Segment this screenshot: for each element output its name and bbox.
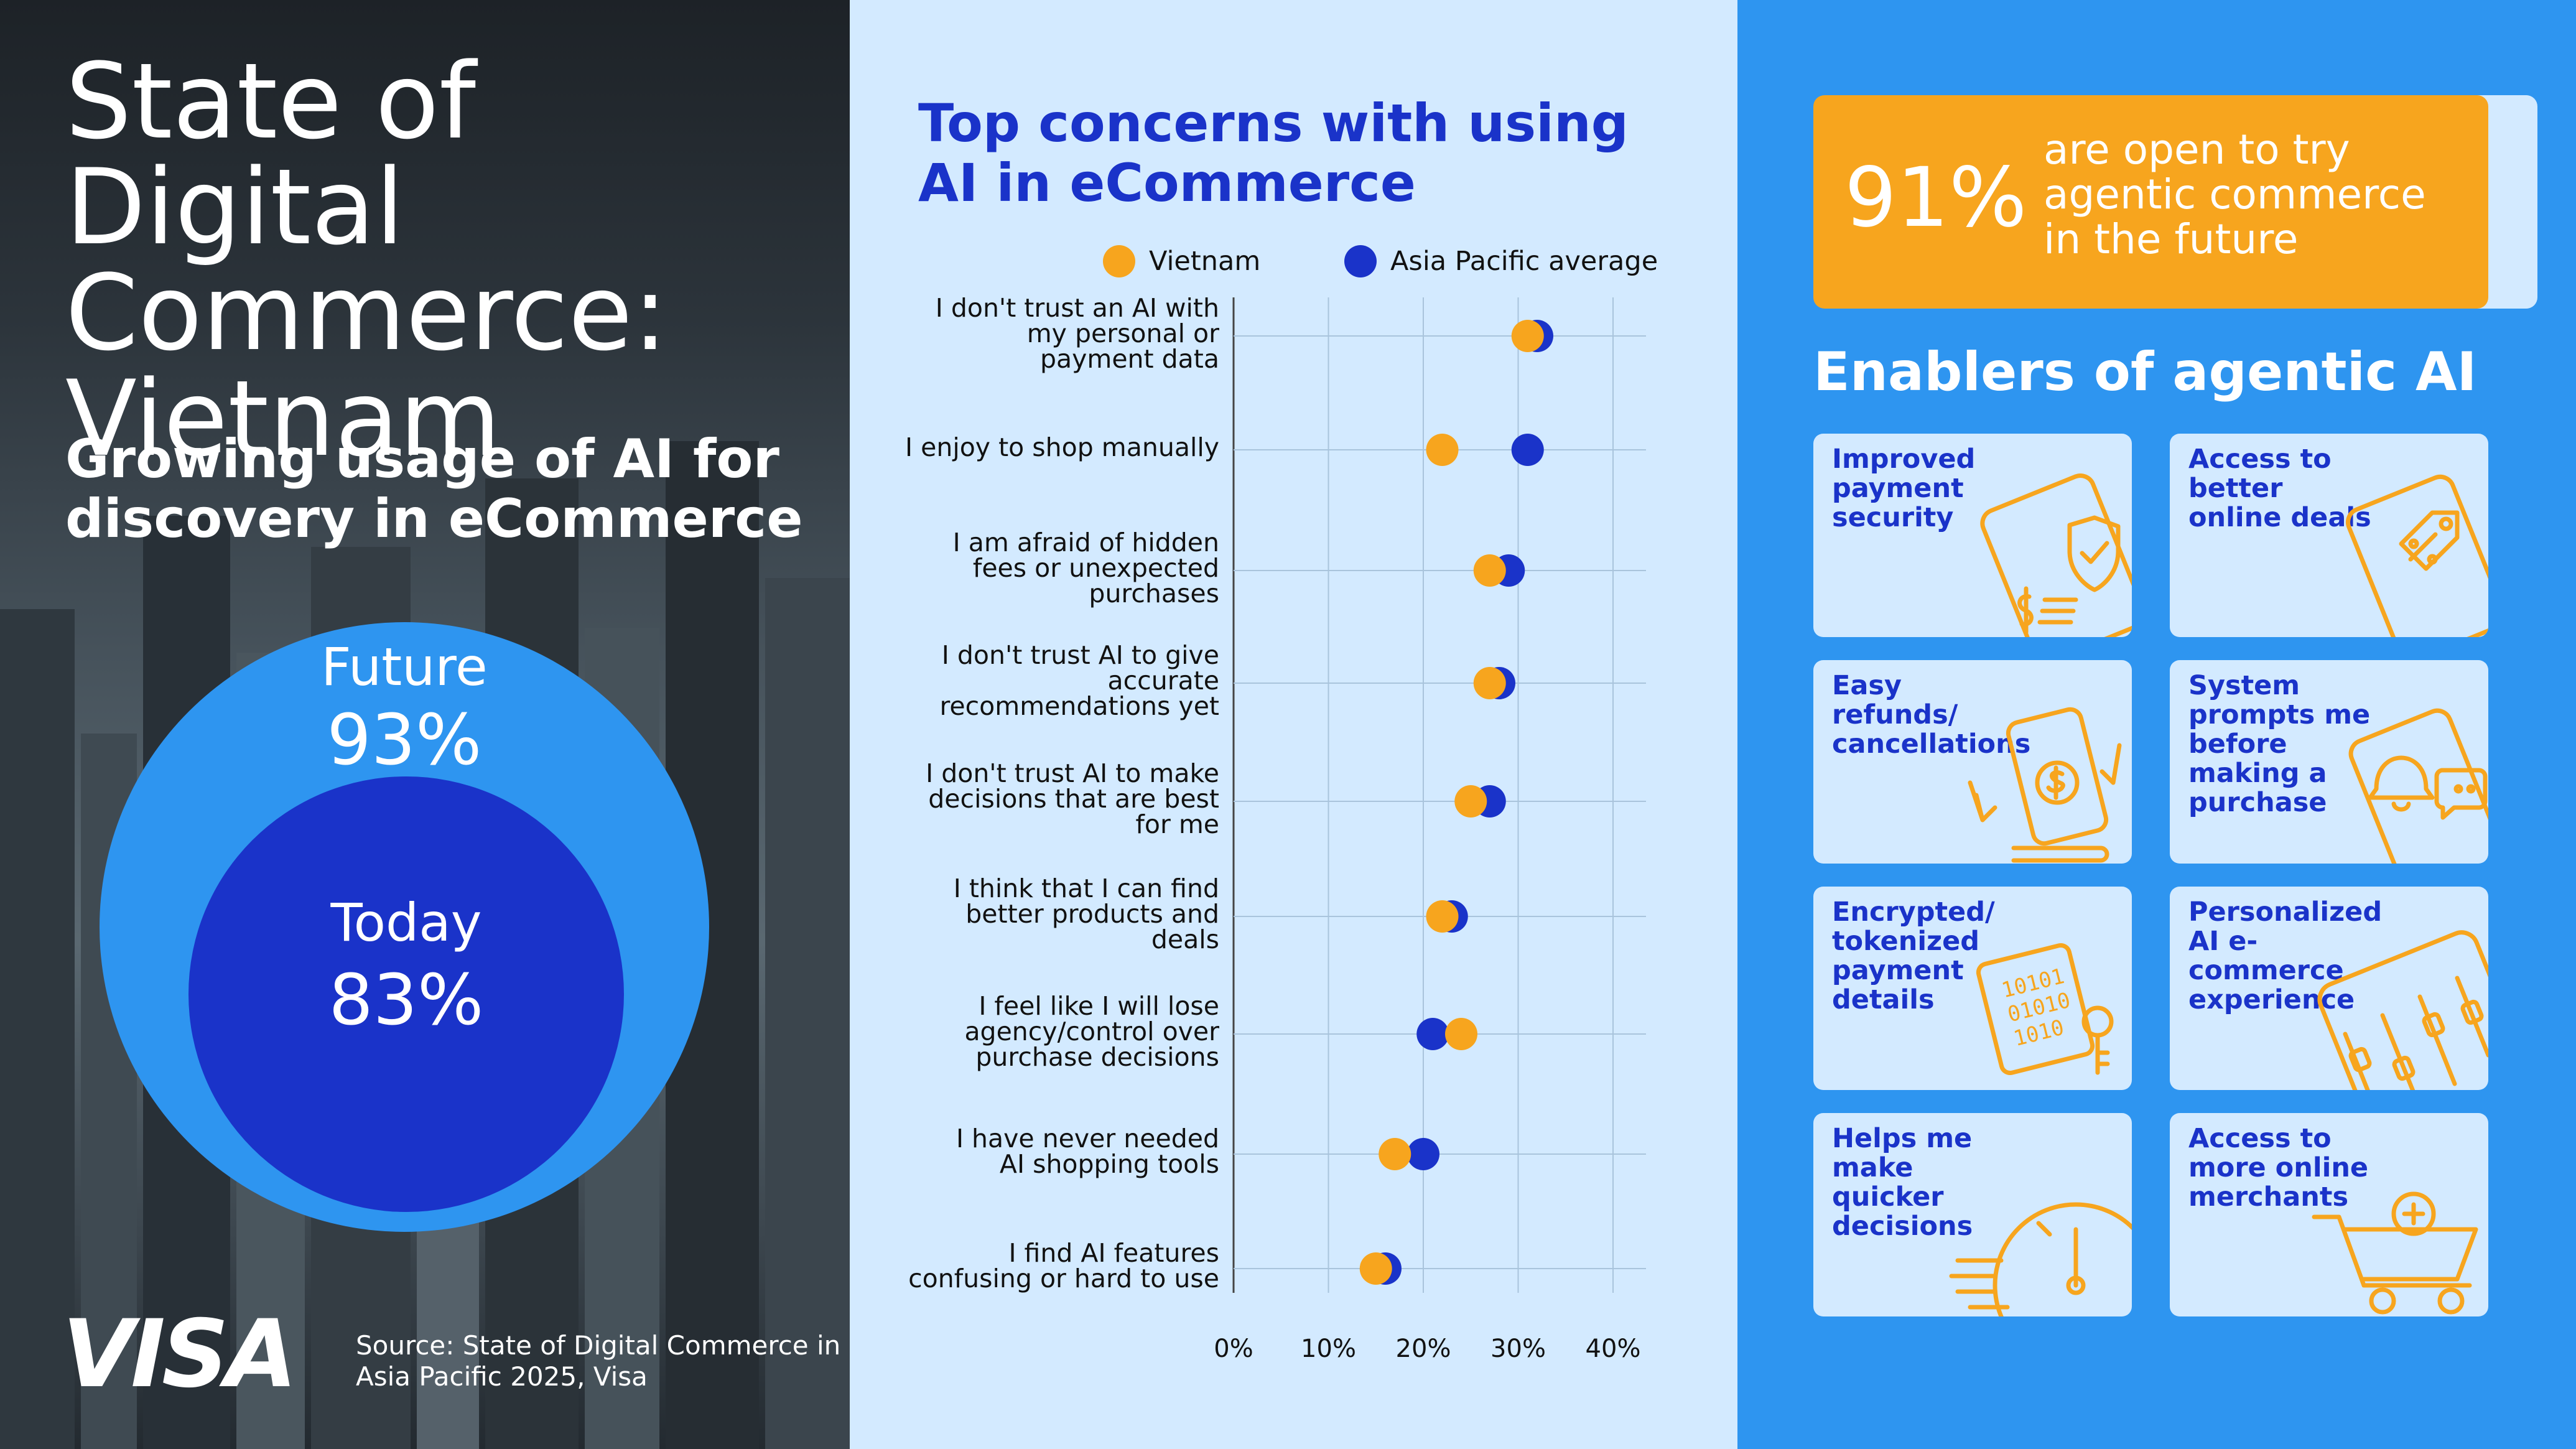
vietnam-dot	[1426, 434, 1459, 466]
category-label-line: better products and	[965, 898, 1219, 929]
category-label: I don't trust AI to make decisions that a…	[850, 758, 1219, 839]
visa-logo: VISA	[62, 1300, 297, 1409]
enabler-card-refunds: Easy refunds/ cancellations	[1813, 660, 2132, 864]
enabler-card-payment-security: Improved payment security	[1813, 434, 2132, 637]
vietnam-dot	[1445, 1018, 1477, 1050]
enabler-card-purchase-prompt: System prompts me before making a purcha…	[2170, 660, 2488, 864]
category-label-line: purchases	[1089, 578, 1219, 608]
category-label: I find AI features confusing or hard to u…	[850, 1241, 1219, 1292]
vietnam-dot	[1426, 900, 1459, 933]
refund-phone-icon	[1968, 707, 2122, 863]
today-value: 83%	[328, 960, 484, 1041]
usage-subtitle: Growing usage of AI for discovery in eCo…	[65, 428, 803, 550]
enabler-label: System prompts me before making a purcha…	[2188, 670, 2371, 818]
vietnam-dot	[1511, 320, 1544, 352]
enabler-card-personalized-ai: Personalized AI e-commerce experience	[2170, 887, 2488, 1090]
sliders-icon	[2317, 930, 2488, 1090]
encrypted-document-icon: 10101 01010 1010	[1976, 943, 2114, 1075]
category-label: I feel like I will lose agency/control ov…	[850, 990, 1219, 1072]
enabler-label: Encrypted/ tokenized payment details	[1832, 897, 1995, 1015]
category-label-line: I don't trust an AI with	[935, 292, 1219, 323]
price-tag-icon	[2345, 474, 2488, 637]
category-label-line: purchase decisions	[975, 1041, 1219, 1072]
enabler-card-encrypted-payment: Encrypted/ tokenized payment details 101…	[1813, 887, 2132, 1090]
asia-pacific-dot	[1416, 1018, 1449, 1050]
category-label: I have never needed AI shopping tools	[850, 1126, 1219, 1177]
legend-asia-pacific: Asia Pacific average	[1344, 243, 1658, 280]
enablers-title: Enablers of agentic AI	[1813, 341, 2477, 403]
page-title: State of Digital Commerce: Vietnam	[65, 40, 668, 480]
category-label-line: recommendations yet	[939, 691, 1219, 721]
source-note: Source: State of Digital Commerce in Asi…	[356, 1330, 841, 1392]
today-circle: Today 83%	[188, 776, 624, 1212]
vietnam-dot	[1473, 667, 1506, 699]
legend-vietnam: Vietnam	[1103, 243, 1260, 280]
category-label-line: I feel like I will lose	[979, 990, 1219, 1021]
category-label-line: decisions that are best	[928, 783, 1219, 814]
today-label: Today	[330, 892, 482, 953]
x-tick-label: 30%	[1490, 1335, 1546, 1363]
enabler-label: Improved payment security	[1832, 444, 1976, 533]
category-label-line: I find AI features	[1008, 1238, 1219, 1268]
enabler-label: Access to more online merchants	[2188, 1123, 2369, 1213]
shield-check-icon	[1980, 473, 2132, 637]
vietnam-dot	[1379, 1138, 1411, 1170]
future-label: Future	[321, 636, 488, 697]
bell-notification-icon	[2348, 708, 2488, 864]
x-tick-label: 0%	[1214, 1335, 1253, 1363]
category-label-line: I don't trust AI to give	[941, 640, 1219, 670]
right-panel: 91% are open to try agentic commerce in …	[1737, 0, 2576, 1449]
enabler-card-more-merchants: Access to more online merchants	[2170, 1113, 2488, 1316]
x-tick-label: 40%	[1585, 1335, 1641, 1363]
category-label-line: I think that I can find	[953, 873, 1219, 903]
chart-panel: Top concerns with using AI in eCommerce …	[850, 0, 1737, 1449]
enabler-card-quicker-decisions: Helps me make quicker decisions	[1813, 1113, 2132, 1316]
legend-asia-pacific-dot	[1344, 245, 1377, 277]
category-label-line: AI shopping tools	[999, 1149, 1219, 1179]
category-label-line: confusing or hard to use	[908, 1264, 1219, 1293]
stat-box: 91% are open to try agentic commerce in …	[1813, 95, 2488, 309]
asia-pacific-dot	[1511, 434, 1544, 466]
legend-asia-pacific-label: Asia Pacific average	[1390, 246, 1658, 277]
category-label: I don't trust an AI with my personal or pa…	[850, 292, 1219, 374]
x-tick-label: 10%	[1301, 1335, 1356, 1363]
stat-text: are open to try agentic commerce in the …	[2044, 126, 2426, 263]
enabler-label: Easy refunds/ cancellations	[1832, 670, 2031, 760]
category-label: I enjoy to shop manually	[850, 432, 1219, 462]
category-label-line: my personal or	[1026, 318, 1219, 348]
category-label-line: I don't trust AI to make	[926, 758, 1219, 788]
category-label-line: I am afraid of hidden	[952, 527, 1219, 557]
stat-value: 91%	[1844, 150, 2027, 246]
vietnam-dot	[1473, 554, 1506, 587]
future-value: 93%	[327, 700, 482, 781]
vietnam-dot	[1359, 1252, 1392, 1285]
legend-vietnam-label: Vietnam	[1149, 246, 1261, 277]
category-label: I think that I can find better products a…	[850, 873, 1219, 954]
category-label-line: accurate	[1107, 665, 1219, 696]
category-label-line: agency/control over	[964, 1016, 1219, 1046]
category-label-line: deals	[1151, 924, 1219, 954]
chart-title: Top concerns with using AI in eCommerce	[918, 93, 1629, 213]
left-panel: State of Digital Commerce: Vietnam Growi…	[0, 0, 850, 1449]
category-label-line: I enjoy to shop manually	[905, 432, 1219, 462]
x-tick-label: 20%	[1395, 1335, 1451, 1363]
enabler-card-online-deals: Access to better online deals	[2170, 434, 2488, 637]
category-label-line: payment data	[1039, 343, 1219, 374]
category-label: I am afraid of hidden fees or unexpected p…	[850, 527, 1219, 608]
enabler-label: Access to better online deals	[2188, 444, 2371, 533]
enabler-label: Personalized AI e-commerce experience	[2188, 897, 2383, 1015]
vietnam-dot	[1454, 785, 1487, 818]
asia-pacific-dot	[1407, 1138, 1439, 1170]
legend-vietnam-dot	[1103, 245, 1135, 277]
category-label: I don't trust AI to give accurate recommen…	[850, 640, 1219, 721]
enabler-label: Helps me make quicker decisions	[1832, 1123, 1973, 1242]
category-label-line: fees or unexpected	[972, 552, 1219, 583]
dot-plot	[1232, 297, 1646, 1293]
category-label-line: for me	[1135, 809, 1219, 839]
shopping-cart-icon	[2312, 1191, 2478, 1315]
category-label-line: I have never needed	[956, 1124, 1219, 1153]
stopwatch-icon	[1949, 1202, 2132, 1316]
